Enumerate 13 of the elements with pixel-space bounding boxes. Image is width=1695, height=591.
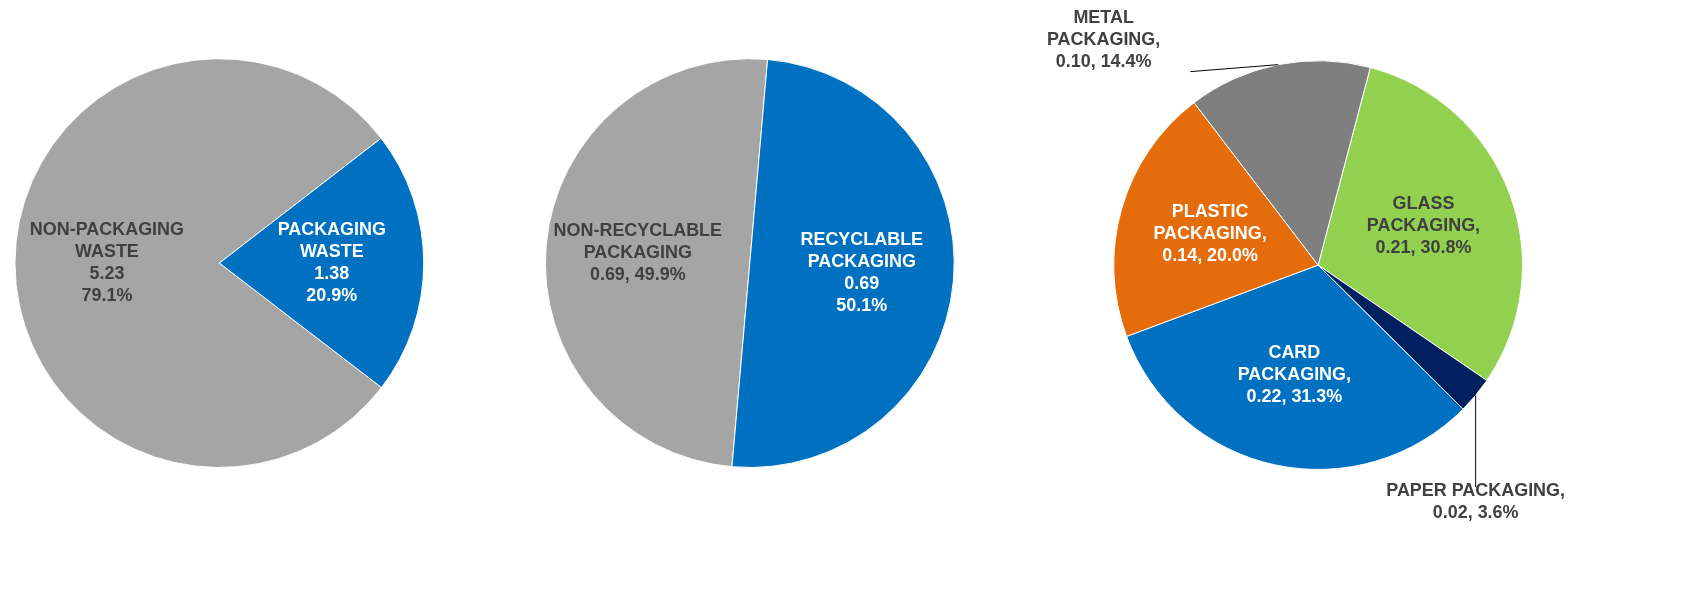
slice-label: METAL PACKAGING, 0.10, 14.4%: [1046, 6, 1161, 71]
slice-label: GLASS PACKAGING, 0.21, 30.8%: [1366, 192, 1481, 257]
slice-label: PAPER PACKAGING, 0.02, 3.6%: [1386, 480, 1566, 522]
slice-label: PLASTIC PACKAGING, 0.14, 20.0%: [1153, 200, 1267, 265]
slice-label: CARD PACKAGING, 0.22, 31.3%: [1237, 342, 1352, 406]
data-label: 0.69, 49.9%: [589, 264, 686, 285]
slice-label: NON-RECYCLABLE PACKAGING: [553, 220, 723, 263]
slice-label: PACKAGING WASTE: [277, 219, 386, 261]
data-label: 0.69 50.1%: [836, 272, 888, 315]
slice-label: RECYCLABLE PACKAGING: [800, 228, 924, 271]
data-label: 1.38 20.9%: [306, 262, 358, 305]
slice-label: NON-PACKAGING WASTE: [29, 219, 184, 262]
data-label: 5.23 79.1%: [81, 263, 133, 306]
